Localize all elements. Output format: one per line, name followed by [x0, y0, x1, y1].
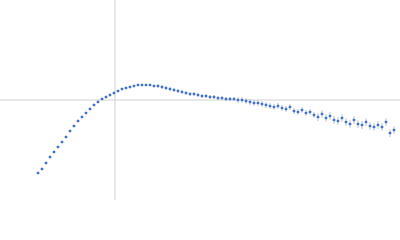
data-point: [140, 83, 144, 87]
data-point: [56, 145, 60, 149]
data-point: [288, 105, 292, 109]
data-point: [324, 116, 328, 120]
data-point: [220, 96, 224, 100]
data-point: [312, 113, 316, 117]
data-point: [300, 108, 304, 112]
data-point: [252, 101, 256, 105]
data-point: [360, 123, 364, 127]
data-point: [60, 140, 64, 144]
data-point: [372, 125, 376, 129]
data-point: [260, 102, 264, 106]
data-point: [100, 97, 104, 101]
data-point: [296, 110, 300, 114]
data-point: [108, 93, 112, 97]
data-point: [280, 106, 284, 110]
data-point: [392, 128, 396, 132]
data-point: [44, 161, 48, 165]
data-point: [352, 118, 356, 122]
data-point: [144, 83, 148, 87]
data-point: [376, 123, 380, 127]
data-point: [332, 118, 336, 122]
data-point: [184, 91, 188, 95]
data-point: [180, 90, 184, 94]
data-point: [36, 171, 40, 175]
data-point: [40, 167, 44, 171]
data-point: [368, 124, 372, 128]
data-point: [232, 97, 236, 101]
chart: [0, 0, 400, 200]
data-point: [112, 91, 116, 95]
data-point: [148, 83, 152, 87]
data-point: [192, 92, 196, 96]
data-point: [120, 87, 124, 91]
data-point: [196, 93, 200, 97]
data-point: [256, 101, 260, 105]
data-point: [240, 98, 244, 102]
data-point: [248, 100, 252, 104]
data-point: [152, 84, 156, 88]
data-point: [128, 85, 132, 89]
data-point: [76, 119, 80, 123]
data-point: [212, 95, 216, 99]
data-point: [268, 104, 272, 108]
data-point: [224, 97, 228, 101]
data-point: [64, 135, 68, 139]
data-point: [208, 95, 212, 99]
data-point: [88, 107, 92, 111]
data-point: [84, 111, 88, 115]
data-point: [188, 92, 192, 96]
data-point: [68, 129, 72, 133]
page: (() => { const data = JSON.parse(documen…: [0, 0, 400, 200]
data-point: [52, 150, 56, 154]
data-point: [72, 124, 76, 128]
data-point: [92, 103, 96, 107]
data-point: [316, 115, 320, 119]
data-point: [364, 120, 368, 124]
data-point: [336, 119, 340, 123]
data-point: [320, 112, 324, 116]
data-point: [244, 99, 248, 103]
data-point: [308, 110, 312, 114]
data-point: [216, 96, 220, 100]
data-point: [176, 89, 180, 93]
data-point: [380, 125, 384, 129]
data-point: [292, 109, 296, 113]
data-point: [276, 104, 280, 108]
data-point: [136, 83, 140, 87]
data-point: [80, 115, 84, 119]
data-point: [340, 116, 344, 120]
data-point: [168, 87, 172, 91]
data-point: [284, 107, 288, 111]
data-point: [172, 88, 176, 92]
data-point: [116, 89, 120, 93]
data-point: [104, 95, 108, 99]
data-point: [96, 100, 100, 104]
data-point: [164, 86, 168, 90]
data-point: [132, 84, 136, 88]
data-point: [124, 86, 128, 90]
data-point: [156, 84, 160, 88]
data-point: [388, 131, 392, 135]
data-point: [264, 103, 268, 107]
data-point: [228, 97, 232, 101]
data-point: [328, 114, 332, 118]
data-point: [48, 155, 52, 159]
data-point: [160, 85, 164, 89]
data-point: [356, 122, 360, 126]
data-point: [236, 98, 240, 102]
data-point: [272, 105, 276, 109]
data-point: [204, 94, 208, 98]
data-point: [200, 94, 204, 98]
data-point: [304, 111, 308, 115]
data-point: [384, 120, 388, 124]
data-point: [348, 122, 352, 126]
data-point: [344, 120, 348, 124]
